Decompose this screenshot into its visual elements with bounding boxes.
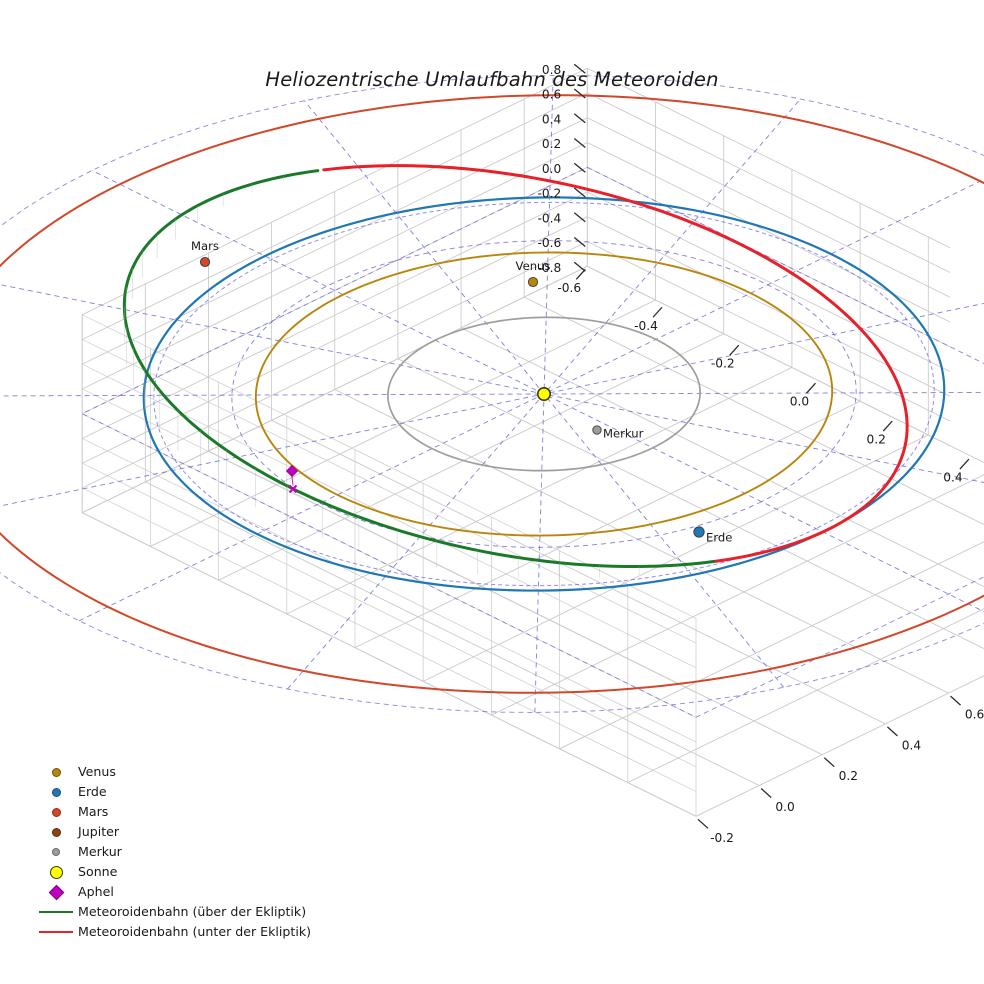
- legend-label: Aphel: [78, 884, 114, 899]
- legend: Venus Erde Mars Jupiter Merkur Sonne Aphel Mete…: [34, 762, 364, 942]
- planet-label-mars: Mars: [191, 239, 219, 253]
- orbit-merkur: [387, 316, 701, 472]
- axis-tick-left-1: 0.6: [542, 88, 561, 102]
- legend-label: Meteoroidenbahn (unter der Ekliptik): [78, 924, 312, 939]
- planet-label-erde: Erde: [706, 531, 732, 545]
- legend-label: Erde: [78, 784, 107, 799]
- legend-label: Meteoroidenbahn (über der Ekliptik): [78, 904, 307, 919]
- axis-tick-bottomleft-1: -0.4: [634, 319, 658, 333]
- legend-label: Venus: [78, 764, 116, 779]
- planet-marker-mars[interactable]: [199, 256, 211, 268]
- axis-tick-left-2: 0.4: [542, 112, 562, 126]
- planet-marker-erde[interactable]: [693, 526, 705, 538]
- axis-tick-bottomleft-4: 0.2: [867, 433, 886, 447]
- legend-item-aphel[interactable]: Aphel: [34, 882, 364, 902]
- axis-ticks: 0.8 0.6 0.4 0.2 0.0 -0.2 -0.4 -0.6 -0.8 -0.6 -0.4 -…: [538, 63, 984, 845]
- meteoroid-orbit-below-ecliptic: [322, 164, 909, 564]
- legend-label: Merkur: [78, 844, 122, 859]
- axis-tick-bottomleft-3: 0.0: [790, 395, 809, 409]
- legend-item-merkur[interactable]: Merkur: [34, 842, 364, 862]
- legend-item-jupiter[interactable]: Jupiter: [34, 822, 364, 842]
- legend-label: Mars: [78, 804, 109, 819]
- axis-tick-bottomright-3: 0.4: [902, 738, 922, 752]
- legend-item-meteoroidenbahn[interactable]: Meteoroidenbahn (über der Ekliptik): [34, 902, 364, 922]
- legend-item-erde[interactable]: Erde: [34, 782, 364, 802]
- axis-tick-left-7: -0.6: [538, 236, 562, 250]
- legend-marker-dot-icon: [34, 782, 78, 802]
- aphel-projection-marker: [288, 484, 298, 494]
- axis-tick-left-0: 0.8: [542, 63, 561, 77]
- axis-tick-bottomleft-0: -0.6: [557, 281, 581, 295]
- axis-tick-bottomright-1: 0.0: [775, 800, 794, 814]
- page-title: Heliozentrische Umlaufbahn des Meteoroid…: [265, 68, 719, 91]
- planet-marker-merkur[interactable]: [592, 425, 602, 435]
- axis-tick-left-3: 0.2: [542, 137, 561, 151]
- legend-marker-dot-icon: [34, 762, 78, 782]
- axis-tick-left-5: -0.2: [538, 187, 562, 201]
- orbit-mars: [0, 94, 984, 694]
- legend-item-venus[interactable]: Venus: [34, 762, 364, 782]
- aphel-marker[interactable]: [285, 464, 299, 478]
- legend-marker-dot-icon: [34, 822, 78, 842]
- legend-item-mars[interactable]: Mars: [34, 802, 364, 822]
- planet-marker-venus[interactable]: [527, 276, 539, 288]
- axis-tick-bottomright-2: 0.2: [839, 769, 858, 783]
- axis-tick-bottomright-0: -0.2: [710, 831, 734, 845]
- orbit-erde: [142, 196, 946, 592]
- legend-marker-dot-icon: [34, 862, 78, 882]
- legend-item-meteoroidenbahn[interactable]: Meteoroidenbahn (unter der Ekliptik): [34, 922, 364, 942]
- orbit-erde-projection: [153, 201, 935, 587]
- aphel-dropline: [291, 476, 294, 486]
- planet-label-venus: Venus: [516, 259, 551, 273]
- axis-tick-bottomright-4: 0.6: [965, 708, 984, 722]
- legend-item-sonne[interactable]: Sonne: [34, 862, 364, 882]
- planet-label-merkur: Merkur: [603, 427, 644, 441]
- sun-marker[interactable]: [536, 386, 551, 401]
- axis-tick-bottomleft-5: 0.4: [943, 471, 963, 485]
- legend-marker-diamond-icon: [34, 882, 78, 902]
- axis-tick-left-6: -0.4: [538, 211, 562, 225]
- legend-marker-line-icon: [34, 902, 78, 922]
- bottom-pane-grid: [81, 265, 984, 817]
- legend-marker-dot-icon: [34, 842, 78, 862]
- axis-tick-left-4: 0.0: [542, 162, 561, 176]
- axis-wall-grid: [81, 67, 951, 817]
- legend-label: Jupiter: [78, 824, 120, 839]
- axis-tick-bottomleft-2: -0.2: [711, 357, 735, 371]
- axis-tick-left-8: -0.8: [538, 261, 562, 275]
- legend-marker-line-icon: [34, 922, 78, 942]
- legend-label: Sonne: [78, 864, 118, 879]
- legend-marker-dot-icon: [34, 802, 78, 822]
- meteoroid-dropline-group: [124, 176, 678, 580]
- orbit-venus: [254, 251, 834, 537]
